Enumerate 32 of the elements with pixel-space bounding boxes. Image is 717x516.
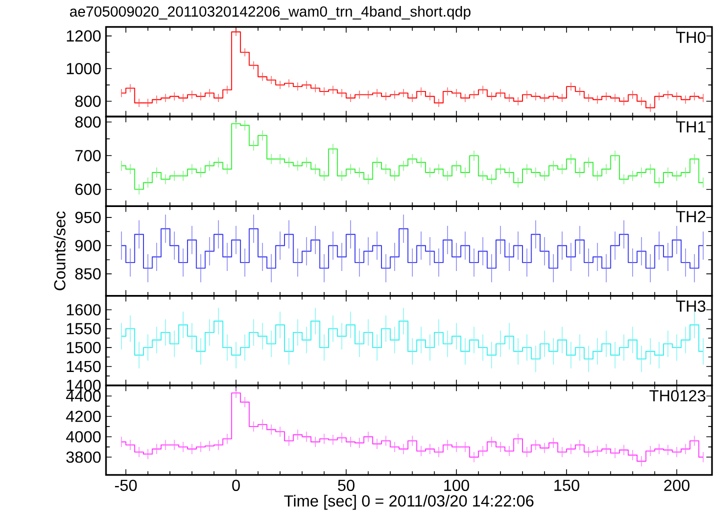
series-label: TH1: [676, 121, 706, 132]
x-tick-label: -50: [114, 480, 137, 492]
y-tick-label: 1000: [66, 62, 101, 74]
y-tick-label: 1400: [66, 380, 101, 392]
series-label: TH3: [676, 300, 706, 312]
text: TH0: [676, 32, 706, 44]
x-tick-label: 50: [338, 480, 354, 492]
y-tick-label: 600: [75, 184, 101, 195]
chart-title: ae705009020_20110320142206_wam0_trn_4band_short.qdp: [70, 6, 470, 20]
y-tick-label: 4200: [66, 410, 101, 422]
y-tick-label: 3800: [66, 451, 101, 463]
y-tick-label: 800: [75, 96, 101, 107]
x-tick-label: 150: [554, 480, 580, 492]
y-tick-label: 4400: [66, 390, 101, 402]
y-tick-label: 700: [75, 150, 101, 162]
y-tick-label: 1550: [66, 323, 101, 334]
x-tick-label: 100: [444, 480, 470, 492]
y-tick-label: 1500: [66, 342, 101, 354]
x-tick-label: 0: [232, 480, 240, 492]
y-tick-label: 800: [75, 116, 101, 128]
x-axis-title: Time [sec] 0 = 2011/03/20 14:22:06: [284, 494, 534, 510]
y-tick-label: 1200: [66, 30, 101, 42]
y-tick-label: 4000: [66, 431, 101, 442]
y-tick-label: 900: [75, 240, 101, 252]
x-tick-label: 200: [664, 480, 690, 492]
y-axis-title: Counts/sec: [54, 211, 66, 290]
y-tick-label: 950: [75, 212, 101, 224]
y-tick-label: 850: [75, 268, 101, 280]
y-tick-label: 1600: [66, 304, 101, 316]
text: TH0123: [649, 390, 706, 402]
series-label: TH2: [676, 210, 706, 222]
y-tick-label: 1450: [66, 360, 101, 372]
